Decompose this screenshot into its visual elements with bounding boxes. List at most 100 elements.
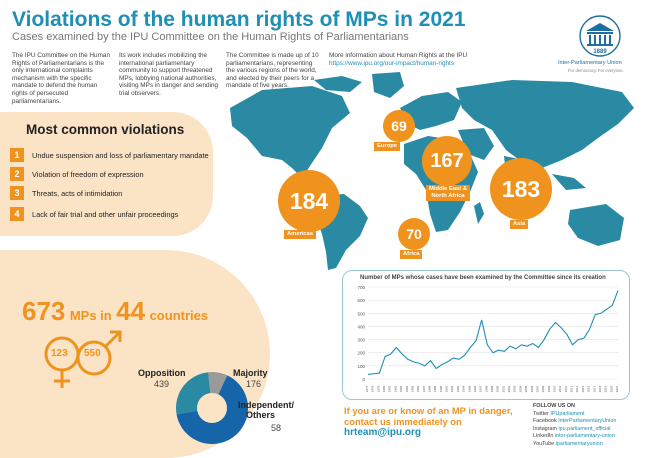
men-count: 550 <box>84 348 101 359</box>
intro-more-info: More information about Human Rights at t… <box>329 52 509 67</box>
chart-y-ticks: 0 100 200 300 400 500 600 700 <box>357 285 365 382</box>
y-tick-label: 500 <box>357 311 365 316</box>
x-tick-label: 1981 <box>388 385 392 392</box>
network-handle[interactable]: inter-parliamentary-union <box>554 433 615 440</box>
mps-count: 673 <box>22 296 66 326</box>
violation-number: 4 <box>10 207 24 221</box>
violation-text: Undue suspension and loss of parliamenta… <box>32 150 209 160</box>
y-tick-label: 100 <box>357 364 365 369</box>
intro-text-3: The Committee is made up of 10 parliamen… <box>226 52 319 90</box>
opposition-label-text: Opposition <box>138 368 186 378</box>
x-tick-label: 2002 <box>507 385 511 392</box>
x-tick-label: 2007 <box>535 385 539 392</box>
region-label-americas: Americas <box>284 230 317 239</box>
x-tick-label: 2001 <box>501 385 505 392</box>
x-tick-label: 2005 <box>524 385 528 392</box>
contact-line-1: If you are or know of an MP in danger, <box>344 405 513 416</box>
page-subtitle: Cases examined by the IPU Committee on t… <box>12 31 409 43</box>
x-tick-label: 2003 <box>513 385 517 392</box>
x-tick-label: 1992 <box>450 385 454 392</box>
violations-title: Most common violations <box>26 122 185 137</box>
ipu-emblem-icon: 1889 <box>579 15 621 57</box>
follow-title: FOLLOW US ON <box>533 403 575 409</box>
opposition-label: Opposition <box>138 368 186 378</box>
violation-item: 4 Lack of fair trial and other unfair pr… <box>10 207 178 221</box>
human-rights-link[interactable]: https://www.ipu.org/our-impact/human-rig… <box>329 59 455 67</box>
x-tick-label: 2014 <box>575 385 579 392</box>
chart-title: Number of MPs whose cases have been exam… <box>360 275 606 281</box>
chart-grid <box>368 286 618 380</box>
x-tick-label: 1979 <box>376 385 380 392</box>
independent-label: Independent/ Others <box>238 400 294 420</box>
follow-item[interactable]: Twitter IPUparliament <box>533 411 616 419</box>
region-bubble-asia: 183 <box>490 158 552 220</box>
follow-item[interactable]: Facebook InterParliamentaryUnion <box>533 418 616 426</box>
male-symbol-icon <box>76 340 112 376</box>
x-tick-label: 1983 <box>399 385 403 392</box>
mps-unit: MPs in <box>69 308 112 323</box>
x-tick-label: 2020 <box>609 385 613 392</box>
region-label-africa: Africa <box>400 250 423 259</box>
logo-tagline: For democracy. For everyone. <box>568 68 624 73</box>
chart-x-ticks: 1977 1978 1979 1980 1981 1982 1983 1984 1985 1986… <box>365 385 619 392</box>
world-map: 184 Americas 69 Europe 167 Middle East &… <box>222 68 637 278</box>
x-tick-label: 1982 <box>393 385 397 392</box>
network-name: YouTube <box>533 440 555 447</box>
x-tick-label: 2015 <box>581 385 585 392</box>
network-handle[interactable]: IPUparliament <box>550 410 585 417</box>
majority-label-text: Majority <box>233 368 268 378</box>
violation-number: 1 <box>10 148 24 162</box>
violation-text: Violation of freedom of expression <box>32 169 144 179</box>
network-handle[interactable]: iparliamentaryunion <box>555 440 603 447</box>
violation-item: 1 Undue suspension and loss of parliamen… <box>10 148 209 162</box>
x-tick-label: 1989 <box>433 385 437 392</box>
y-tick-label: 700 <box>357 285 365 290</box>
countries-unit: countries <box>149 308 209 323</box>
majority-label: Majority <box>233 368 268 378</box>
logo-year: 1889 <box>593 49 607 55</box>
majority-value: 176 <box>246 379 262 389</box>
affiliation-donut <box>176 372 248 444</box>
x-tick-label: 1980 <box>382 385 386 392</box>
countries-count: 44 <box>116 296 146 326</box>
series-line <box>367 290 619 375</box>
chart-series <box>367 290 619 375</box>
x-tick-label: 2021 <box>615 385 619 392</box>
contact-email-link[interactable]: hrteam@ipu.org <box>344 427 421 438</box>
ipu-logo: 1889 Inter-Parliamentary Union For democ… <box>556 14 644 78</box>
independent-value: 58 <box>271 423 282 433</box>
x-tick-label: 2006 <box>530 385 534 392</box>
intro-text-1: The IPU Committee on the Human Rights of… <box>12 52 111 105</box>
x-tick-label: 1997 <box>479 385 483 392</box>
x-tick-label: 2017 <box>592 385 596 392</box>
x-tick-label: 1998 <box>484 385 488 392</box>
follow-item[interactable]: YouTube iparliamentaryunion <box>533 441 616 449</box>
x-tick-label: 1978 <box>371 385 375 392</box>
x-tick-label: 2004 <box>518 385 522 392</box>
x-tick-label: 1984 <box>405 385 409 392</box>
region-bubble-europe: 69 <box>383 110 415 142</box>
follow-item[interactable]: LinkedIn inter-parliamentary-union <box>533 433 616 441</box>
x-tick-label: 2012 <box>564 385 568 392</box>
violation-item: 2 Violation of freedom of expression <box>10 167 144 181</box>
gender-symbols <box>44 330 122 388</box>
region-label-asia: Asia <box>510 220 529 229</box>
network-name: Instagram <box>533 425 557 432</box>
violations-panel <box>0 112 213 236</box>
x-tick-label: 1977 <box>365 385 369 392</box>
y-tick-label: 0 <box>362 377 365 382</box>
x-tick-label: 1986 <box>416 385 420 392</box>
logo-name: Inter-Parliamentary Union <box>558 60 622 66</box>
intro-text-2: Its work includes mobilizing the interna… <box>119 52 219 97</box>
more-info-title: More information about Human Rights at t… <box>329 52 468 59</box>
follow-block: FOLLOW US ON Twitter IPUparliament Faceb… <box>533 403 616 449</box>
follow-item[interactable]: Instagram ipu.parliament_official <box>533 426 616 434</box>
network-handle[interactable]: InterParliamentaryUnion <box>558 418 617 425</box>
x-tick-label: 2009 <box>547 385 551 392</box>
region-bubble-africa: 70 <box>398 218 430 250</box>
region-bubble-americas: 184 <box>278 170 340 232</box>
network-name: LinkedIn <box>533 433 554 440</box>
x-tick-label: 1991 <box>445 385 449 392</box>
network-handle[interactable]: ipu.parliament_official <box>558 425 611 432</box>
y-tick-label: 200 <box>357 351 365 356</box>
